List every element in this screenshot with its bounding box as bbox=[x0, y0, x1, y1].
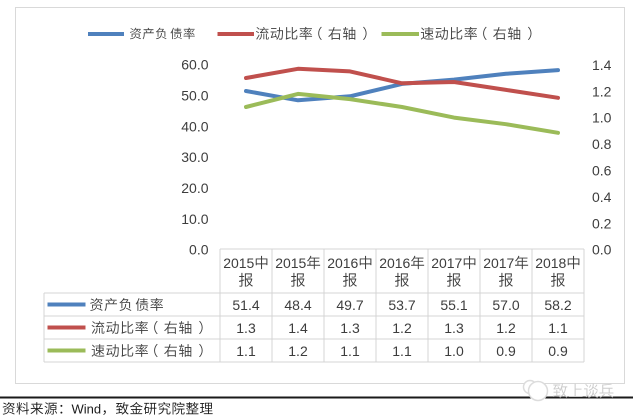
svg-text:57.0: 57.0 bbox=[492, 297, 519, 313]
svg-text:1.1: 1.1 bbox=[548, 320, 568, 336]
svg-text:10.0: 10.0 bbox=[181, 211, 208, 227]
svg-text:0.9: 0.9 bbox=[496, 343, 516, 359]
svg-text:0.4: 0.4 bbox=[592, 189, 612, 205]
svg-text:0.2: 0.2 bbox=[592, 215, 612, 231]
svg-text:49.7: 49.7 bbox=[336, 297, 363, 313]
svg-text:1.0: 1.0 bbox=[444, 343, 464, 359]
svg-text:2018: 2018 bbox=[535, 255, 566, 271]
svg-text:51.4: 51.4 bbox=[232, 297, 259, 313]
svg-text:2015: 2015 bbox=[275, 255, 306, 271]
svg-text:1.0: 1.0 bbox=[592, 110, 612, 126]
svg-text:40.0: 40.0 bbox=[181, 118, 208, 134]
svg-text:2016: 2016 bbox=[379, 255, 410, 271]
svg-text:1.1: 1.1 bbox=[340, 343, 360, 359]
svg-text:0.6: 0.6 bbox=[592, 163, 612, 179]
svg-text:1.3: 1.3 bbox=[340, 320, 360, 336]
svg-text:1.2: 1.2 bbox=[288, 343, 308, 359]
svg-text:2017: 2017 bbox=[483, 255, 514, 271]
svg-text:55.1: 55.1 bbox=[440, 297, 467, 313]
svg-text:0.0: 0.0 bbox=[592, 242, 612, 258]
svg-text:1.2: 1.2 bbox=[592, 83, 612, 99]
svg-text:1.3: 1.3 bbox=[444, 320, 464, 336]
svg-text:1.3: 1.3 bbox=[236, 320, 256, 336]
svg-text:48.4: 48.4 bbox=[284, 297, 311, 313]
svg-text:2016: 2016 bbox=[327, 255, 358, 271]
svg-text:1.2: 1.2 bbox=[496, 320, 516, 336]
svg-text:1.1: 1.1 bbox=[392, 343, 412, 359]
svg-text:0.0: 0.0 bbox=[189, 242, 209, 258]
svg-text:58.2: 58.2 bbox=[544, 297, 571, 313]
svg-text:2017: 2017 bbox=[431, 255, 462, 271]
svg-text:2015: 2015 bbox=[223, 255, 254, 271]
svg-text:30.0: 30.0 bbox=[181, 149, 208, 165]
svg-text:Wind: Wind bbox=[72, 402, 102, 417]
svg-text:0.8: 0.8 bbox=[592, 136, 612, 152]
svg-text:53.7: 53.7 bbox=[388, 297, 415, 313]
svg-text:20.0: 20.0 bbox=[181, 180, 208, 196]
svg-text:1.4: 1.4 bbox=[592, 57, 612, 73]
svg-text:1.4: 1.4 bbox=[288, 320, 308, 336]
svg-text:60.0: 60.0 bbox=[181, 57, 208, 73]
svg-text:1.2: 1.2 bbox=[392, 320, 412, 336]
svg-text:1.1: 1.1 bbox=[236, 343, 256, 359]
svg-text:0.9: 0.9 bbox=[548, 343, 568, 359]
svg-text:50.0: 50.0 bbox=[181, 87, 208, 103]
